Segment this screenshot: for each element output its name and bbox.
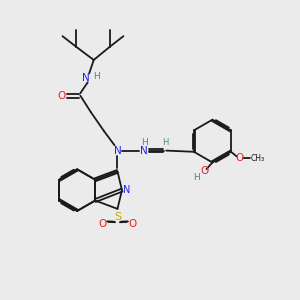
Text: CH₃: CH₃ bbox=[250, 154, 264, 163]
Text: H: H bbox=[163, 138, 169, 147]
Text: O: O bbox=[128, 219, 136, 229]
Text: N: N bbox=[140, 146, 148, 156]
Text: S: S bbox=[114, 212, 121, 222]
Text: N: N bbox=[123, 185, 131, 195]
Text: O: O bbox=[98, 219, 107, 229]
Text: O: O bbox=[235, 153, 243, 163]
Text: N: N bbox=[114, 146, 122, 156]
Text: H: H bbox=[194, 173, 200, 182]
Text: O: O bbox=[58, 91, 66, 100]
Text: H: H bbox=[93, 72, 100, 81]
Text: N: N bbox=[82, 73, 89, 83]
Text: O: O bbox=[200, 166, 208, 176]
Text: H: H bbox=[141, 138, 148, 147]
